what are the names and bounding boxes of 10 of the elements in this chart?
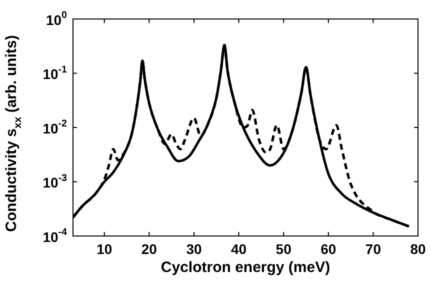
y-axis-title: Conductivity sxx (arb. units) — [3, 35, 24, 232]
x-axis-title: Cyclotron energy (meV) — [160, 259, 330, 276]
x-tick-label: 10 — [96, 240, 112, 257]
x-tick-label: 50 — [276, 240, 292, 257]
x-tick-label: 40 — [230, 240, 247, 257]
x-tick-label: 60 — [320, 240, 336, 257]
x-tick-label: 70 — [365, 240, 382, 257]
x-tick-label: 20 — [141, 240, 158, 257]
x-tick-label: 30 — [186, 240, 202, 257]
x-tick-label: 80 — [410, 240, 426, 257]
